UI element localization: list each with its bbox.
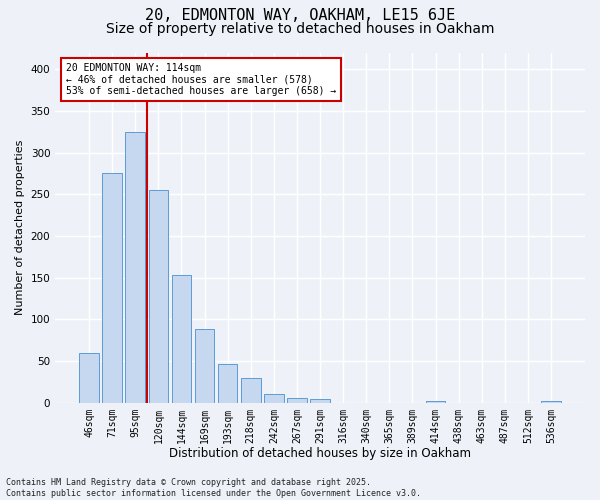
Text: Contains HM Land Registry data © Crown copyright and database right 2025.
Contai: Contains HM Land Registry data © Crown c… <box>6 478 421 498</box>
Bar <box>218 364 238 403</box>
Bar <box>426 401 445 402</box>
Bar <box>287 398 307 402</box>
Bar <box>195 330 214 402</box>
X-axis label: Distribution of detached houses by size in Oakham: Distribution of detached houses by size … <box>169 447 471 460</box>
Bar <box>79 352 99 403</box>
Bar <box>264 394 284 402</box>
Bar <box>541 401 561 402</box>
Bar <box>310 398 330 402</box>
Text: Size of property relative to detached houses in Oakham: Size of property relative to detached ho… <box>106 22 494 36</box>
Bar <box>241 378 260 402</box>
Text: 20 EDMONTON WAY: 114sqm
← 46% of detached houses are smaller (578)
53% of semi-d: 20 EDMONTON WAY: 114sqm ← 46% of detache… <box>66 63 336 96</box>
Bar <box>103 174 122 402</box>
Y-axis label: Number of detached properties: Number of detached properties <box>15 140 25 316</box>
Bar <box>172 275 191 402</box>
Text: 20, EDMONTON WAY, OAKHAM, LE15 6JE: 20, EDMONTON WAY, OAKHAM, LE15 6JE <box>145 8 455 22</box>
Bar <box>149 190 168 402</box>
Bar <box>125 132 145 402</box>
